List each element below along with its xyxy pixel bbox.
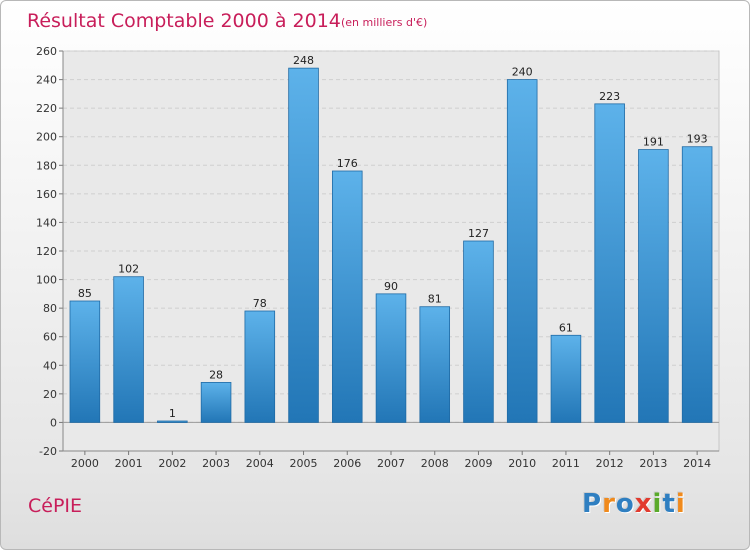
proxiti-logo[interactable]: Proxiti <box>582 489 686 519</box>
y-tick-label: 140 <box>36 216 57 229</box>
x-tick-label: 2009 <box>464 457 492 470</box>
data-label: 61 <box>559 321 573 334</box>
chart-title: Résultat Comptable 2000 à 2014 <box>27 10 341 32</box>
x-tick-label: 2007 <box>377 457 405 470</box>
y-tick-label: 240 <box>36 74 57 87</box>
commune-name: CéPIE <box>28 495 83 517</box>
bar <box>244 310 276 423</box>
bar <box>506 79 538 423</box>
bar <box>69 300 101 423</box>
logo-letter: i <box>675 489 686 519</box>
data-label: 102 <box>118 263 139 276</box>
x-tick-label: 2006 <box>333 457 361 470</box>
x-tick-label: 2002 <box>158 457 186 470</box>
x-tick-label: 2005 <box>290 457 318 470</box>
y-tick-label: 200 <box>36 131 57 144</box>
logo-letter: i <box>652 489 663 519</box>
y-tick-label: 120 <box>36 245 57 258</box>
bar <box>113 276 144 423</box>
x-tick-label: 2003 <box>202 457 230 470</box>
x-tick-label: 2000 <box>71 457 99 470</box>
data-label: 85 <box>78 287 92 300</box>
data-label: 78 <box>253 297 267 310</box>
x-tick-label: 2014 <box>683 457 711 470</box>
y-tick-label: 160 <box>36 188 57 201</box>
y-tick-label: 0 <box>50 416 57 429</box>
data-label: 248 <box>293 54 314 67</box>
x-tick-label: 2010 <box>508 457 536 470</box>
data-label: 90 <box>384 280 398 293</box>
x-tick-label: 2011 <box>552 457 580 470</box>
plot-area: -20 0 20 40 60 80 100 120 140 160 180 200 220 240 260 8… <box>36 45 720 470</box>
logo-letter: P <box>582 489 603 519</box>
data-label: 81 <box>428 293 442 306</box>
bar <box>200 382 232 423</box>
x-tick-label: 2001 <box>115 457 143 470</box>
data-label: 28 <box>209 368 223 381</box>
bar <box>638 149 669 423</box>
bar <box>331 170 363 423</box>
data-label: 193 <box>687 133 708 146</box>
data-label: 240 <box>512 66 533 79</box>
y-tick-label: -20 <box>39 445 57 458</box>
y-tick-label: 60 <box>43 331 57 344</box>
bar <box>550 334 582 423</box>
data-label: 223 <box>599 90 620 103</box>
x-tick-label: 2004 <box>246 457 274 470</box>
bar <box>419 306 451 423</box>
y-tick-label: 180 <box>36 159 57 172</box>
data-label: 127 <box>468 227 489 240</box>
bar <box>157 420 188 423</box>
y-tick-label: 40 <box>43 359 57 372</box>
data-label: 176 <box>337 157 358 170</box>
y-tick-label: 100 <box>36 274 57 287</box>
data-label: 191 <box>643 136 664 149</box>
logo-letter: r <box>602 489 616 519</box>
y-tick-label: 260 <box>36 45 57 58</box>
x-tick-label: 2008 <box>421 457 449 470</box>
bar <box>594 103 625 423</box>
x-tick-label: 2013 <box>639 457 667 470</box>
bar <box>463 240 494 423</box>
bar <box>681 146 713 423</box>
y-tick-label: 80 <box>43 302 57 315</box>
bar <box>288 67 319 423</box>
data-label: 1 <box>169 407 176 420</box>
chart-unit: (en milliers d'€) <box>341 16 427 29</box>
x-tick-label: 2012 <box>596 457 624 470</box>
logo-letter: o <box>615 489 635 519</box>
y-tick-label: 220 <box>36 102 57 115</box>
logo-letter: x <box>634 489 653 519</box>
y-tick-label: 20 <box>43 388 57 401</box>
bar <box>375 293 407 423</box>
logo-letter: t <box>662 489 676 519</box>
